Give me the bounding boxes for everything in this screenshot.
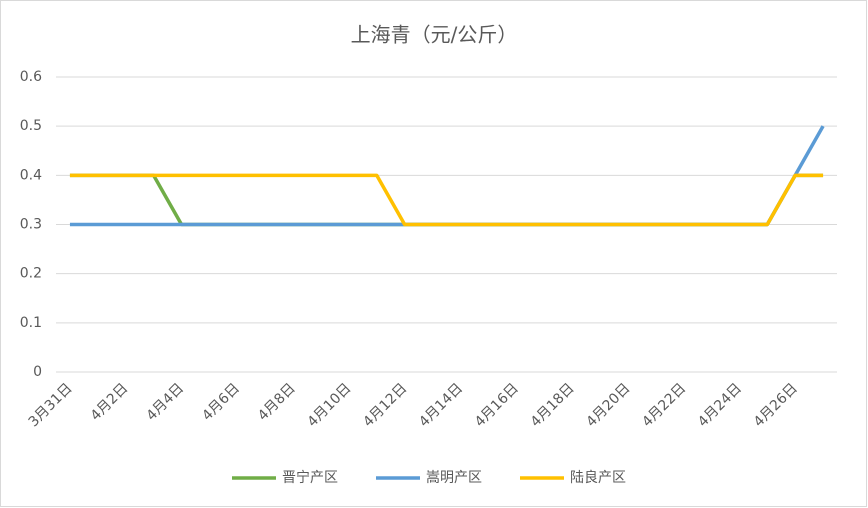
y-tick-label: 0.6 (20, 69, 42, 85)
y-tick-label: 0.3 (20, 217, 42, 233)
y-tick-label: 0 (33, 364, 42, 380)
legend-label: 晋宁产区 (282, 469, 338, 486)
legend-label: 嵩明产区 (426, 470, 482, 486)
y-tick-label: 0.4 (20, 167, 42, 183)
legend-label: 陆良产区 (570, 470, 626, 486)
chart-title: 上海青（元/公斤） (351, 23, 518, 47)
y-tick-label: 0.2 (20, 266, 42, 282)
y-tick-label: 0.5 (20, 118, 42, 134)
series-line (69, 173, 824, 227)
y-tick-label: 0.1 (20, 315, 42, 331)
